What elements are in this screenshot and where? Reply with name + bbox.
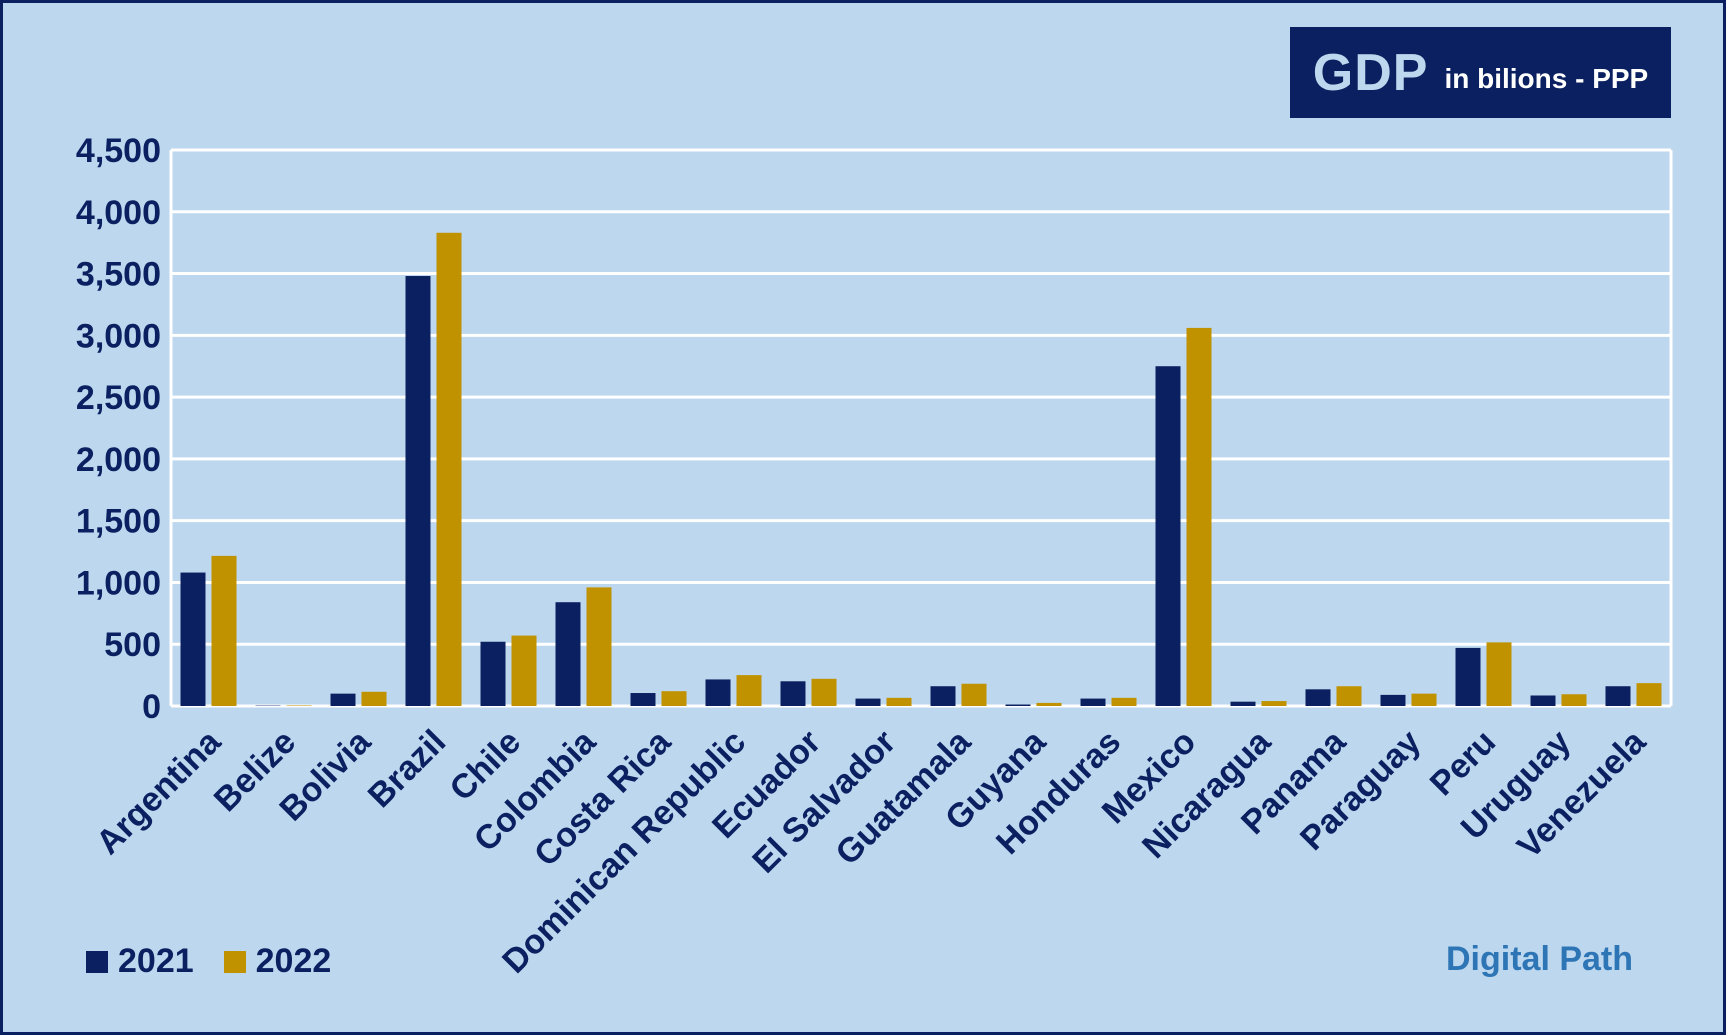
legend-label-2021: 2021: [118, 942, 194, 980]
x-tick-label: Brazil: [361, 723, 453, 815]
chart-subtitle: in bilions - PPP: [1444, 62, 1649, 94]
legend-label-2022: 2022: [255, 942, 332, 980]
bar-2022-colombia: [586, 587, 612, 706]
bar-2022-argentina: [211, 555, 237, 706]
credit-text: Digital Path: [1446, 940, 1634, 978]
bar-2021-paraguay: [1380, 694, 1406, 706]
y-tick-label: 4,500: [76, 132, 161, 170]
y-tick-label: 0: [142, 688, 161, 726]
y-tick-label: 4,000: [76, 194, 161, 232]
legend-swatch-2022: [223, 950, 246, 973]
bar-2022-bolivia: [361, 691, 387, 706]
bar-2021-bolivia: [330, 693, 356, 706]
legend-item-2021: 2021: [86, 942, 194, 981]
bar-2021-nicaragua: [1230, 701, 1256, 706]
bar-2022-honduras: [1111, 697, 1137, 706]
bar-2022-guyana: [1036, 702, 1062, 706]
y-axis-ticks: 0 500 1,000 1,500 2,000 2,500 3,000 3,500 4,000 4…: [76, 132, 161, 726]
bar-2021-guatamala: [930, 686, 956, 706]
chart-title: GDP: [1312, 43, 1429, 102]
bar-2022-brazil: [436, 232, 462, 706]
legend-swatch-2021: [86, 950, 108, 973]
y-tick-label: 1,000: [76, 564, 161, 602]
bar-2021-ecuador: [780, 681, 806, 706]
y-tick-label: 500: [104, 626, 161, 664]
legend: 2021 2022: [86, 942, 361, 981]
bar-2022-paraguay: [1411, 693, 1437, 706]
bar-2022-guatamala: [961, 683, 987, 706]
bar-2021-chile: [480, 641, 506, 706]
bar-2022-chile: [511, 635, 537, 706]
bar-2022-panama: [1336, 686, 1362, 706]
bar-2021-argentina: [180, 572, 206, 706]
bar-2022-venezuela: [1636, 683, 1662, 706]
bar-2022-nicaragua: [1261, 701, 1287, 706]
bar-2021-mexico: [1155, 366, 1181, 706]
bar-2022-ecuador: [811, 678, 837, 706]
bar-2021-honduras: [1080, 698, 1106, 706]
bar-2021-brazil: [405, 276, 431, 706]
bar-2021-venezuela: [1605, 686, 1631, 706]
bar-2021-guyana: [1005, 704, 1031, 706]
y-tick-label: 3,500: [76, 256, 161, 294]
bar-2022-el-salvador: [886, 697, 912, 706]
bar-2021-el-salvador: [855, 698, 881, 706]
bar-2021-costa-rica: [630, 693, 656, 706]
bar-2021-peru: [1455, 647, 1481, 706]
bar-2022-peru: [1486, 642, 1512, 706]
bar-2022-uruguay: [1561, 694, 1587, 706]
bar-2022-costa-rica: [661, 691, 687, 706]
bar-2022-dominican-republic: [736, 675, 762, 706]
bar-2021-colombia: [555, 602, 581, 706]
bar-2021-panama: [1305, 689, 1331, 706]
y-tick-label: 2,000: [76, 441, 161, 479]
gridlines: [169, 148, 1673, 708]
bars: [180, 232, 1662, 706]
title-box: GDP in bilions - PPP: [1290, 27, 1671, 118]
bar-2022-mexico: [1186, 327, 1212, 706]
y-tick-label: 3,000: [76, 317, 161, 355]
legend-item-2022: 2022: [223, 942, 332, 981]
bar-2021-dominican-republic: [705, 679, 731, 706]
y-tick-label: 1,500: [76, 503, 161, 541]
bar-2021-uruguay: [1530, 695, 1556, 706]
y-tick-label: 2,500: [76, 379, 161, 417]
